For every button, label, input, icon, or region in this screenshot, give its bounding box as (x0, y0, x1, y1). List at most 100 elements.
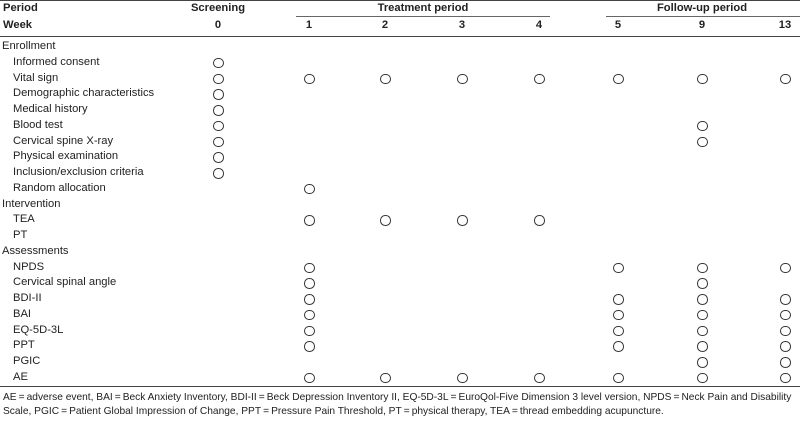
circle-mark-icon (780, 341, 791, 352)
week-9-header: 9 (698, 19, 706, 31)
bottom-rule (0, 386, 800, 387)
table-row: BDI-II (0, 291, 800, 307)
row-label: BAI (13, 307, 32, 320)
circle-mark-icon (213, 152, 224, 163)
period-header: Period (3, 2, 38, 14)
table-row: Cervical spinal angle (0, 275, 800, 291)
section-label: Assessments (2, 244, 69, 257)
circle-mark-icon (304, 309, 315, 321)
circle-mark-icon (457, 73, 468, 84)
circle-mark-icon (304, 294, 315, 305)
followup-period-header: Follow-up period (656, 2, 748, 14)
row-label: Medical history (13, 103, 88, 115)
row-label: Vital sign (13, 71, 59, 84)
circle-mark-icon (780, 262, 791, 273)
row-label: NPDS (13, 260, 45, 273)
circle-mark-icon (457, 372, 468, 384)
top-rule (0, 0, 800, 1)
table-row: Random allocation (0, 181, 800, 197)
circle-mark-icon (613, 309, 624, 321)
circle-mark-icon (380, 372, 391, 384)
week-2-header: 2 (381, 19, 389, 31)
circle-mark-icon (613, 325, 624, 336)
circle-mark-icon (697, 372, 708, 384)
circle-mark-icon (697, 120, 708, 132)
table-row: EQ-5D-3L (0, 323, 800, 339)
week-1-header: 1 (305, 19, 313, 31)
row-label: Cervical spinal angle (13, 276, 117, 289)
row-label: BDI-II (13, 292, 42, 304)
circle-mark-icon (380, 73, 391, 84)
circle-mark-icon (304, 325, 315, 336)
followup-underline (606, 16, 800, 17)
circle-mark-icon (213, 105, 224, 116)
circle-mark-icon (613, 294, 624, 305)
row-label: Inclusion/exclusion criteria (13, 166, 144, 178)
table-row: PPT (0, 338, 800, 354)
table-row: TEA (0, 212, 800, 228)
row-label: TEA (13, 213, 35, 226)
table-row: Inclusion/exclusion criteria (0, 165, 800, 181)
week-0-header: 0 (214, 19, 222, 31)
circle-mark-icon (613, 73, 624, 84)
row-label: Random allocation (13, 181, 106, 194)
circle-mark-icon (304, 262, 315, 273)
table-row: Assessments (0, 244, 800, 260)
treatment-underline (296, 16, 550, 17)
circle-mark-icon (213, 120, 224, 132)
table-row: Cervical spine X-ray (0, 134, 800, 150)
table-row: NPDS (0, 260, 800, 276)
circle-mark-icon (213, 73, 224, 84)
row-label: PT (13, 229, 28, 241)
circle-mark-icon (780, 294, 791, 305)
circle-mark-icon (697, 341, 708, 352)
circle-mark-icon (780, 325, 791, 336)
table-row: PGIC (0, 354, 800, 370)
treatment-period-header: Treatment period (377, 2, 469, 14)
circle-mark-icon (457, 215, 468, 226)
footnote: AE = adverse event, BAI = Beck Anxiety I… (3, 392, 792, 417)
circle-mark-icon (534, 215, 545, 226)
table-row: Vital sign (0, 71, 800, 87)
screening-header: Screening (190, 2, 246, 14)
circle-mark-icon (697, 325, 708, 336)
circle-mark-icon (213, 136, 224, 147)
week-3-header: 3 (458, 19, 466, 31)
table-row: Intervention (0, 197, 800, 213)
week-4-header: 4 (535, 19, 543, 31)
circle-mark-icon (697, 262, 708, 273)
table-row: AE (0, 370, 800, 386)
table-row: Physical examination (0, 149, 800, 165)
circle-mark-icon (697, 278, 708, 289)
circle-mark-icon (304, 278, 315, 289)
row-label: Demographic characteristics (13, 87, 155, 100)
circle-mark-icon (213, 168, 224, 179)
row-label: Cervical spine X-ray (13, 134, 114, 147)
table-row: Demographic characteristics (0, 86, 800, 102)
week-5-header: 5 (614, 19, 622, 31)
circle-mark-icon (780, 309, 791, 321)
circle-mark-icon (534, 73, 545, 84)
circle-mark-icon (780, 357, 791, 368)
circle-mark-icon (613, 341, 624, 352)
circle-mark-icon (613, 262, 624, 273)
row-label: PPT (13, 339, 35, 352)
circle-mark-icon (780, 372, 791, 384)
circle-mark-icon (304, 183, 315, 195)
circle-mark-icon (697, 294, 708, 305)
circle-mark-icon (304, 215, 315, 226)
row-label: Informed consent (13, 55, 100, 68)
circle-mark-icon (697, 357, 708, 368)
table-row: PT (0, 228, 800, 244)
circle-mark-icon (697, 309, 708, 321)
row-label: Blood test (13, 118, 63, 131)
circle-mark-icon (213, 57, 224, 69)
circle-mark-icon (780, 73, 791, 84)
circle-mark-icon (697, 73, 708, 84)
circle-mark-icon (534, 372, 545, 384)
row-label: AE (13, 370, 28, 383)
table-row: Informed consent (0, 55, 800, 71)
section-label: Enrollment (2, 40, 56, 52)
circle-mark-icon (697, 136, 708, 147)
table-row: BAI (0, 307, 800, 323)
